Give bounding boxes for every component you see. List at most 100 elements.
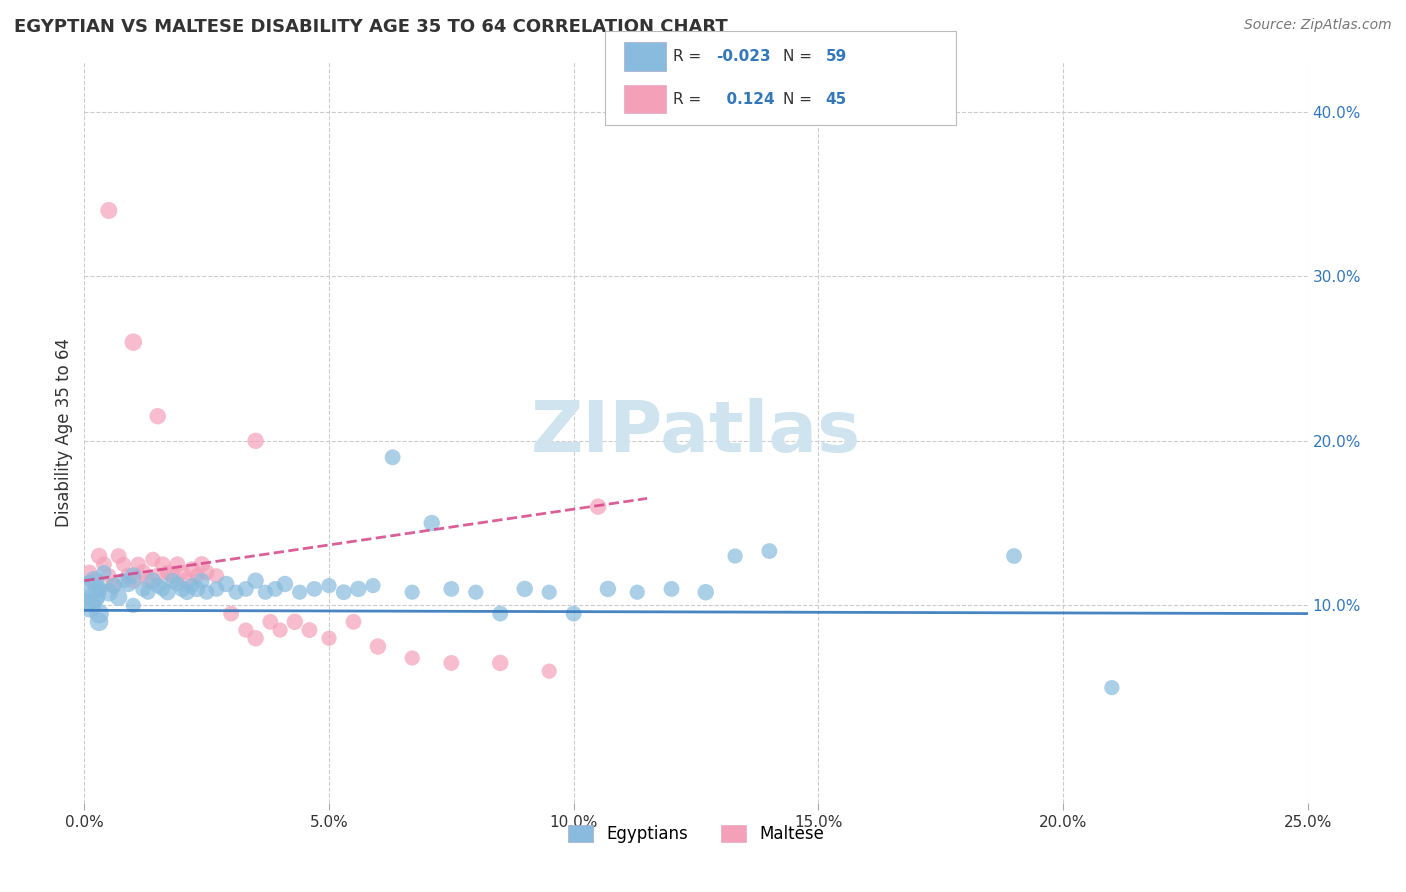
Point [235,582,257,596]
Point [162,574,184,588]
Point [146,579,169,593]
Point [245,434,267,448]
Point [97,203,120,218]
Point [489,607,512,621]
Text: Source: ZipAtlas.com: Source: ZipAtlas.com [1244,18,1392,32]
Point [181,562,204,576]
Text: 0.124: 0.124 [716,92,775,107]
Point [264,582,287,596]
Point [117,568,139,582]
Point [274,577,297,591]
Point [596,582,619,596]
Point [83,590,105,604]
Point [181,579,204,593]
Point [172,582,194,596]
Point [191,574,214,588]
Point [107,590,129,604]
Text: EGYPTIAN VS MALTESE DISABILITY AGE 35 TO 64 CORRELATION CHART: EGYPTIAN VS MALTESE DISABILITY AGE 35 TO… [14,18,728,36]
Point [93,566,115,580]
Point [205,582,228,596]
Text: R =: R = [673,49,707,64]
Point [77,566,100,580]
Text: 59: 59 [825,49,846,64]
Point [136,585,159,599]
Text: ZIPatlas: ZIPatlas [531,398,860,467]
Point [695,585,717,599]
Point [142,552,165,566]
Point [166,558,188,572]
Y-axis label: Disability Age 35 to 64: Disability Age 35 to 64 [55,338,73,527]
Point [122,568,145,582]
Text: N =: N = [783,49,817,64]
Point [401,651,423,665]
Point [127,558,149,572]
Legend: Egyptians, Maltese: Egyptians, Maltese [561,819,831,850]
Point [318,579,340,593]
Point [103,579,125,593]
Point [112,558,135,572]
Point [77,585,100,599]
Point [146,409,169,424]
Text: -0.023: -0.023 [716,49,770,64]
Point [107,549,129,563]
Text: N =: N = [783,92,817,107]
Point [245,632,267,646]
Point [122,335,145,350]
Point [254,585,277,599]
Point [215,577,238,591]
Point [381,450,404,465]
Point [342,615,364,629]
Point [367,640,389,654]
Point [142,574,165,588]
Point [758,544,780,558]
Point [112,574,135,588]
Point [156,566,179,580]
Point [489,656,512,670]
Point [219,607,242,621]
Point [122,574,145,588]
Point [97,568,120,582]
Point [87,549,110,563]
Point [176,574,198,588]
Point [186,568,208,582]
Point [117,577,139,591]
Point [538,664,561,678]
Point [1002,549,1025,563]
Point [724,549,747,563]
Point [464,585,486,599]
Point [298,623,321,637]
Point [235,623,257,637]
Point [87,582,110,596]
Point [191,558,214,572]
Point [361,579,384,593]
Point [401,585,423,599]
Point [284,615,307,629]
Point [156,585,179,599]
Point [122,599,145,613]
Point [420,516,443,530]
Point [87,615,110,629]
Point [87,607,110,621]
Point [136,574,159,588]
Point [626,585,648,599]
Point [304,582,326,596]
Point [103,579,125,593]
Point [318,632,340,646]
Point [172,566,194,580]
Point [347,582,370,596]
Point [97,585,120,599]
Point [245,574,267,588]
Point [661,582,683,596]
Point [440,582,463,596]
Point [332,585,354,599]
Point [562,607,585,621]
Text: R =: R = [673,92,707,107]
Point [440,656,463,670]
Point [513,582,536,596]
Point [152,558,174,572]
Point [288,585,311,599]
Point [83,574,105,588]
Point [162,568,184,582]
Point [152,582,174,596]
Point [195,566,218,580]
